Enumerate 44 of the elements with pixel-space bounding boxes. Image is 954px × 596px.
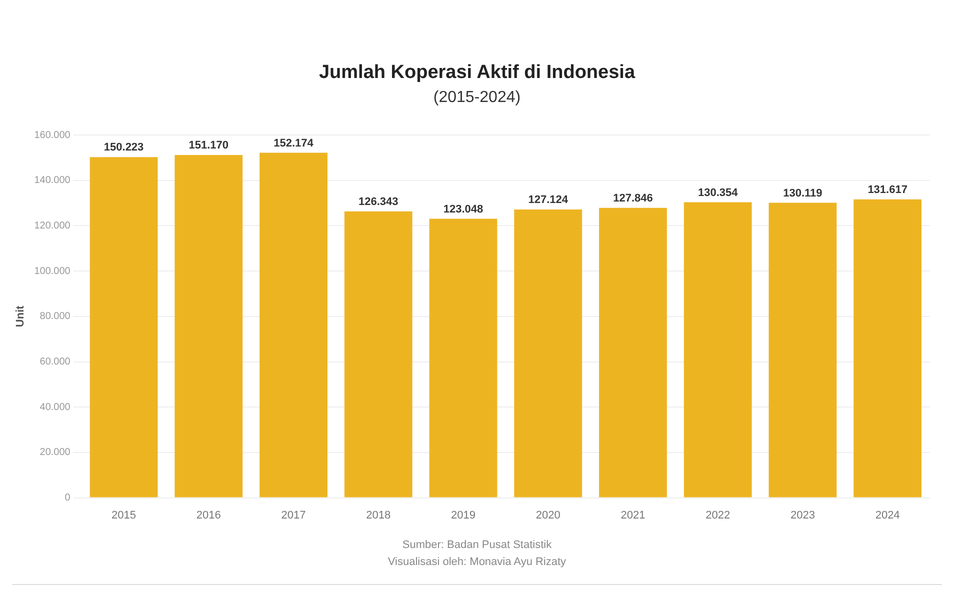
x-tick-label: 2017 <box>281 509 306 522</box>
data-label: 130.354 <box>698 186 739 199</box>
x-tick-label: 2018 <box>366 509 391 522</box>
y-tick-label: 100.000 <box>34 266 71 277</box>
data-label: 130.119 <box>783 187 822 200</box>
bar <box>684 202 752 498</box>
chart-subtitle: (2015-2024) <box>432 89 522 107</box>
data-label: 151.170 <box>188 140 229 152</box>
y-tick-label: 20.000 <box>40 447 71 458</box>
x-tick-label: 2023 <box>790 509 815 522</box>
y-tick-label: 40.000 <box>40 402 71 413</box>
x-tick-label: 2021 <box>620 509 646 522</box>
data-label: 127.846 <box>613 192 653 204</box>
x-tick-label: 2020 <box>536 509 560 522</box>
text: Visualisasi oleh: Monavia Ayu Rizaty <box>386 555 568 570</box>
data-label: 152.174 <box>274 137 314 150</box>
x-tick-label: 2024 <box>875 509 900 522</box>
y-tick-label: 0 <box>64 492 71 504</box>
bar <box>768 202 837 498</box>
bar <box>599 208 667 498</box>
x-tick-label: 2022 <box>706 509 730 522</box>
y-tick-label: 60.000 <box>40 356 71 368</box>
bar <box>344 211 412 498</box>
x-tick-label: 2016 <box>196 509 221 522</box>
bar <box>174 155 243 498</box>
y-tick-label: 140.000 <box>34 175 71 186</box>
y-tick-label: 120.000 <box>34 220 71 232</box>
bar <box>429 218 498 498</box>
x-tick-label: 2019 <box>451 509 476 522</box>
bar <box>854 199 922 498</box>
data-label: 123.048 <box>443 203 484 216</box>
text: Sumber: Badan Pusat Statistik <box>401 538 553 553</box>
y-tick-label: 80.000 <box>40 311 71 322</box>
y-tick-label: 160.000 <box>34 130 71 141</box>
data-label: 131.617 <box>868 184 908 196</box>
x-tick-label: 2015 <box>112 509 136 522</box>
y-axis-title: Unit <box>14 305 27 328</box>
data-label: 126.343 <box>358 196 398 208</box>
bar <box>514 210 582 498</box>
chart-title: Jumlah Koperasi Aktif di Indonesia <box>318 62 636 84</box>
data-label: 127.124 <box>528 194 569 206</box>
data-label: 150.223 <box>104 142 144 154</box>
bar <box>260 152 328 498</box>
bar <box>90 157 158 498</box>
